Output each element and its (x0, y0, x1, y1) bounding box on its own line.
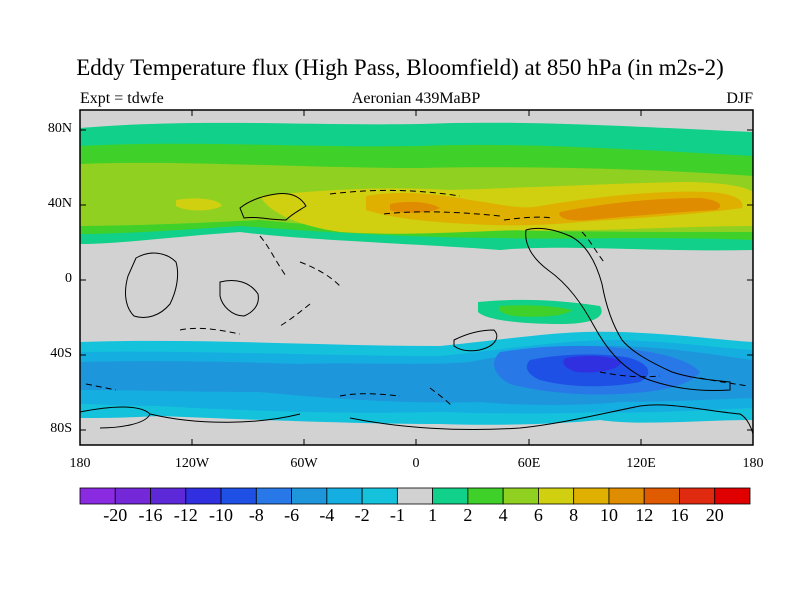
colorbar-box (150, 487, 187, 505)
colorbar-label: 8 (569, 505, 579, 525)
colorbar-label: 12 (635, 505, 654, 525)
colorbar-label: -8 (248, 505, 264, 525)
lon-label-120w: 120W (174, 456, 210, 471)
colorbar-label: -10 (209, 505, 234, 525)
lon-label-60e: 60E (517, 456, 541, 471)
colorbar-box (79, 487, 116, 505)
continent-outline-west (239, 193, 307, 221)
lon-label-180-west: 180 (69, 456, 91, 471)
colorbar-box (255, 487, 292, 505)
continent-outline-east (525, 227, 731, 391)
experiment-label: Expt = tdwfe (80, 90, 164, 107)
patch-pos2-south (498, 305, 572, 317)
lon-label-60w: 60W (290, 456, 318, 471)
colorbar-label: -6 (284, 505, 300, 525)
dashed-coast-south (85, 371, 749, 407)
colorbar (79, 487, 751, 505)
lat-label-0: 0 (65, 271, 72, 286)
lat-label-80s: 80S (50, 421, 72, 436)
antarctic-coast (79, 404, 754, 435)
lon-ticks (79, 110, 754, 445)
colorbar-box (679, 487, 716, 505)
colorbar-label: 10 (599, 505, 618, 525)
coastlines (79, 189, 754, 435)
continent-outline-mid-west (219, 280, 259, 317)
polar-gray-south (80, 420, 753, 445)
colorbar-box (114, 487, 151, 505)
colorbar-box (361, 487, 398, 505)
colorbar-label: -4 (319, 505, 335, 525)
colorbar-box (467, 487, 504, 505)
colorbar-label: 1 (428, 505, 438, 525)
colorbar-label: 20 (705, 505, 724, 525)
colorbar-box (185, 487, 222, 505)
colorbar-label: -12 (173, 505, 198, 525)
period-label: Aeronian 439MaBP (351, 90, 481, 107)
colorbar-label: -2 (354, 505, 370, 525)
dashed-coast-central (179, 235, 341, 335)
lon-label-120e: 120E (626, 456, 656, 471)
lat-label-40n: 40N (47, 196, 72, 211)
colorbar-box (538, 487, 575, 505)
colorbar-label: -16 (138, 505, 163, 525)
colorbar-box (432, 487, 469, 505)
continent-outline-small-west (125, 252, 179, 318)
colorbar-box (608, 487, 645, 505)
colorbar-box (396, 487, 434, 505)
lat-label-80n: 80N (47, 121, 72, 136)
colorbar-label: -20 (103, 505, 128, 525)
colorbar-label: -1 (389, 505, 405, 525)
season-label: DJF (726, 90, 753, 107)
lat-label-40s: 40S (50, 346, 72, 361)
colorbar-label: 2 (463, 505, 473, 525)
band-pos10-north (390, 198, 721, 221)
lat-ticks (80, 129, 753, 431)
lon-label-0: 0 (412, 456, 420, 471)
colorbar-box (502, 487, 539, 505)
lon-label-180-east: 180 (742, 456, 764, 471)
colorbar-label: 16 (670, 505, 689, 525)
band-neg10-south (563, 355, 622, 373)
colorbar-label: 6 (533, 505, 543, 525)
colorbar-label: 4 (498, 505, 508, 525)
patch-pos6-west (176, 198, 222, 211)
colorbar-box (573, 487, 610, 505)
colorbar-box (220, 487, 257, 505)
colorbar-box (643, 487, 680, 505)
map-title: Eddy Temperature flux (High Pass, Bloomf… (76, 55, 724, 80)
colorbar-box (714, 487, 751, 505)
flux-field (80, 110, 753, 445)
colorbar-box (326, 487, 363, 505)
continent-outline-central (453, 329, 498, 352)
colorbar-box (291, 487, 328, 505)
